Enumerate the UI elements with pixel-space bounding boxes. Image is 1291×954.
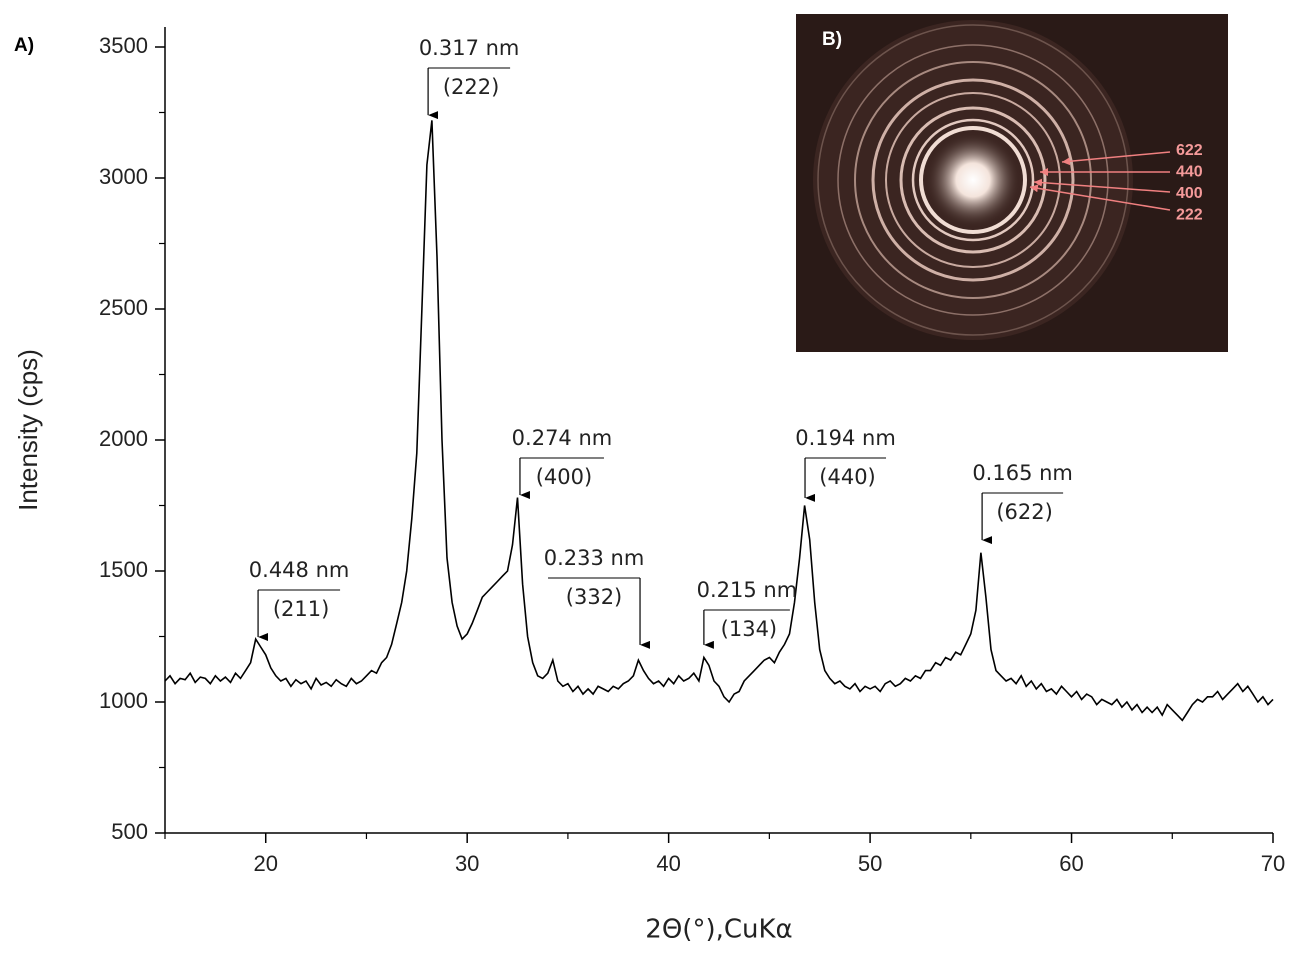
y-axis-label: Intensity (cps) bbox=[13, 349, 43, 511]
page: A) B) 6224404002225001000150020002500300… bbox=[0, 0, 1291, 954]
y-tick-label: 1000 bbox=[99, 688, 148, 713]
central-spot bbox=[925, 132, 1021, 228]
x-tick-label: 40 bbox=[656, 851, 680, 876]
x-tick-label: 60 bbox=[1059, 851, 1083, 876]
annotation-d-spacing: 0.274 nm bbox=[512, 426, 613, 450]
inset-image: B) bbox=[796, 14, 1228, 352]
chart: A) B) 6224404002225001000150020002500300… bbox=[0, 0, 1291, 949]
y-tick-label: 1500 bbox=[99, 557, 148, 582]
ring-label: 222 bbox=[1176, 207, 1203, 224]
annotation-hkl: (211) bbox=[273, 597, 329, 621]
annotation-d-spacing: 0.448 nm bbox=[249, 558, 350, 582]
ring-label: 440 bbox=[1176, 164, 1203, 181]
y-tick-label: 3000 bbox=[99, 164, 148, 189]
x-tick-label: 20 bbox=[253, 851, 277, 876]
annotation-d-spacing: 0.215 nm bbox=[697, 578, 798, 602]
y-tick-label: 500 bbox=[111, 819, 148, 844]
y-tick-label: 2000 bbox=[99, 426, 148, 451]
annotation-hkl: (222) bbox=[443, 75, 499, 99]
x-tick-label: 30 bbox=[455, 851, 479, 876]
inset-label: B) bbox=[822, 29, 842, 50]
y-tick-label: 2500 bbox=[99, 295, 148, 320]
ring-label: 622 bbox=[1176, 142, 1203, 159]
annotation-d-spacing: 0.194 nm bbox=[795, 426, 896, 450]
x-tick-label: 50 bbox=[858, 851, 882, 876]
annotation-hkl: (400) bbox=[536, 465, 592, 489]
annotation-hkl: (440) bbox=[819, 465, 875, 489]
x-tick-label: 70 bbox=[1261, 851, 1285, 876]
annotation-hkl: (332) bbox=[566, 585, 622, 609]
annotation-hkl: (622) bbox=[996, 500, 1052, 524]
x-axis-label: 2Θ(°),CuKα bbox=[645, 915, 792, 945]
annotation-d-spacing: 0.233 nm bbox=[544, 546, 645, 570]
annotation-hkl: (134) bbox=[721, 617, 777, 641]
annotation-d-spacing: 0.165 nm bbox=[972, 461, 1073, 485]
ring-label: 400 bbox=[1176, 185, 1203, 202]
y-tick-label: 3500 bbox=[99, 33, 148, 58]
panel-label: A) bbox=[14, 35, 34, 56]
annotation-d-spacing: 0.317 nm bbox=[419, 36, 520, 60]
